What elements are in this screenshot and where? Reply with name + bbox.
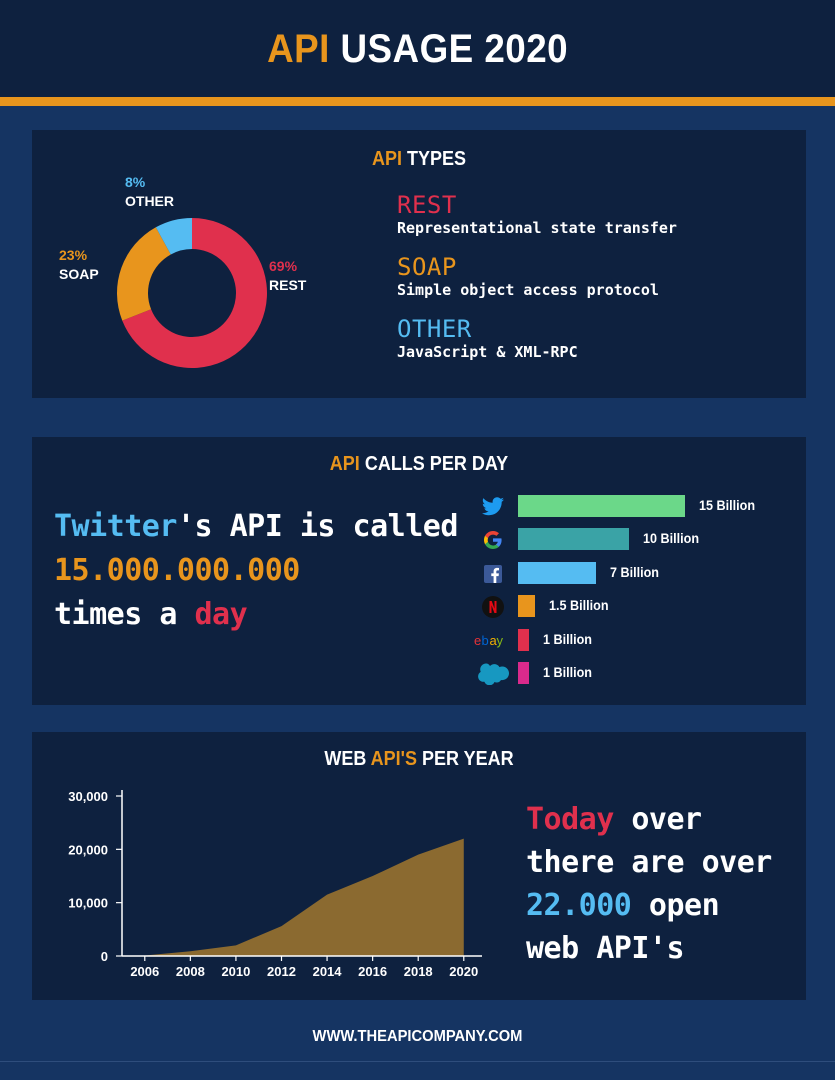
facebook-icon [472, 562, 514, 586]
calls-headline: Twitter's API is called 15.000.000.000 t… [54, 509, 458, 632]
api-calls-title: API CALLS PER DAY [329, 453, 509, 475]
x-tick-label: 2020 [449, 964, 478, 979]
bar-twitter [518, 495, 685, 517]
bar-label-netflix: 1.5 Billion [548, 597, 609, 614]
netflix-icon [472, 595, 514, 619]
donut-chart [112, 213, 272, 373]
donut-label-other: 8% OTHER [125, 173, 174, 211]
bar-row: 7 Billion [472, 558, 802, 591]
ebay-icon: e b a y [472, 629, 514, 653]
donut-svg [116, 218, 268, 368]
bar-facebook [518, 561, 596, 584]
type-item-rest: REST Representational state transfer [397, 191, 677, 237]
y-tick-label: 0 [101, 949, 108, 964]
web-apis-summary: Today over there are over 22.000 open we… [526, 802, 772, 966]
area-series [122, 838, 464, 956]
x-tick-label: 2010 [221, 964, 250, 979]
bar-label-ebay: 1 Billion [543, 630, 593, 647]
bar-netflix [518, 595, 535, 618]
api-types-panel: API TYPES 8% OTHER 23% SOAP 69% REST RES… [32, 130, 806, 398]
bar-ebay [518, 628, 530, 651]
bar-row: 1.5 Billion [472, 591, 802, 624]
area-chart: 0 10,000 20,000 30,000 2006 2008 2010 2012 2014 2… [68, 789, 482, 979]
x-tick-label: 2012 [267, 964, 296, 979]
rest-pct: 69% [269, 258, 298, 274]
other-pct: 8% [125, 174, 146, 190]
footer-divider [0, 1061, 835, 1062]
svg-text:e: e [474, 633, 481, 648]
web-apis-panel: WEB API'S PER YEAR 0 10,000 20,000 30,000 20… [32, 732, 806, 1000]
page-title: API USAGE 2020 [267, 27, 568, 71]
header: API USAGE 2020 [0, 0, 835, 97]
salesforce-icon [472, 662, 514, 686]
soap-pct: 23% [59, 247, 88, 263]
other-name: OTHER [125, 193, 174, 209]
bar-row: 10 Billion [472, 524, 802, 557]
svg-text:y: y [497, 633, 504, 648]
bar-label-facebook: 7 Billion [609, 563, 659, 580]
header-divider [0, 97, 835, 106]
bar-google [518, 528, 630, 551]
x-tick-label: 2014 [313, 964, 343, 979]
donut-slice-other [155, 218, 192, 255]
donut-slice-soap [116, 227, 171, 321]
bar-row: 1 Billion [472, 658, 802, 691]
twitter-icon [472, 495, 514, 519]
x-tick-label: 2018 [404, 964, 433, 979]
rest-name: REST [269, 277, 307, 293]
web-apis-title: WEB API'S PER YEAR [324, 748, 514, 770]
footer-url[interactable]: WWW.THEAPICOMPANY.COM [312, 1028, 523, 1045]
google-icon [472, 528, 514, 552]
api-types-title: API TYPES [371, 148, 467, 170]
bar-row: e b a y 1 Billion [472, 625, 802, 658]
bar-salesforce [518, 661, 530, 684]
api-calls-panel: API CALLS PER DAY Twitter's API is calle… [32, 437, 806, 705]
soap-name: SOAP [59, 266, 99, 282]
type-item-soap: SOAP Simple object access protocol [397, 253, 659, 299]
svg-text:b: b [482, 633, 489, 648]
y-tick-label: 30,000 [68, 789, 108, 804]
bar-label-twitter: 15 Billion [699, 497, 756, 513]
bar-label-google: 10 Billion [643, 530, 700, 547]
x-tick-label: 2006 [130, 964, 159, 979]
y-tick-label: 10,000 [68, 896, 108, 911]
x-tick-label: 2016 [358, 964, 387, 979]
svg-text:a: a [490, 633, 498, 648]
api-type-list: REST Representational state transfer SOA… [397, 192, 677, 372]
donut-slice-rest [122, 218, 268, 368]
y-tick-label: 20,000 [68, 842, 108, 857]
bar-row: 15 Billion [472, 491, 802, 524]
donut-label-rest: 69% REST [269, 257, 306, 295]
calls-bar-chart: 15 Billion 10 Billion 7 Billion [472, 491, 802, 691]
x-tick-label: 2008 [176, 964, 205, 979]
bar-label-salesforce: 1 Billion [543, 663, 593, 680]
type-item-other: OTHER JavaScript & XML-RPC [397, 315, 578, 361]
donut-label-soap: 23% SOAP [59, 246, 99, 284]
